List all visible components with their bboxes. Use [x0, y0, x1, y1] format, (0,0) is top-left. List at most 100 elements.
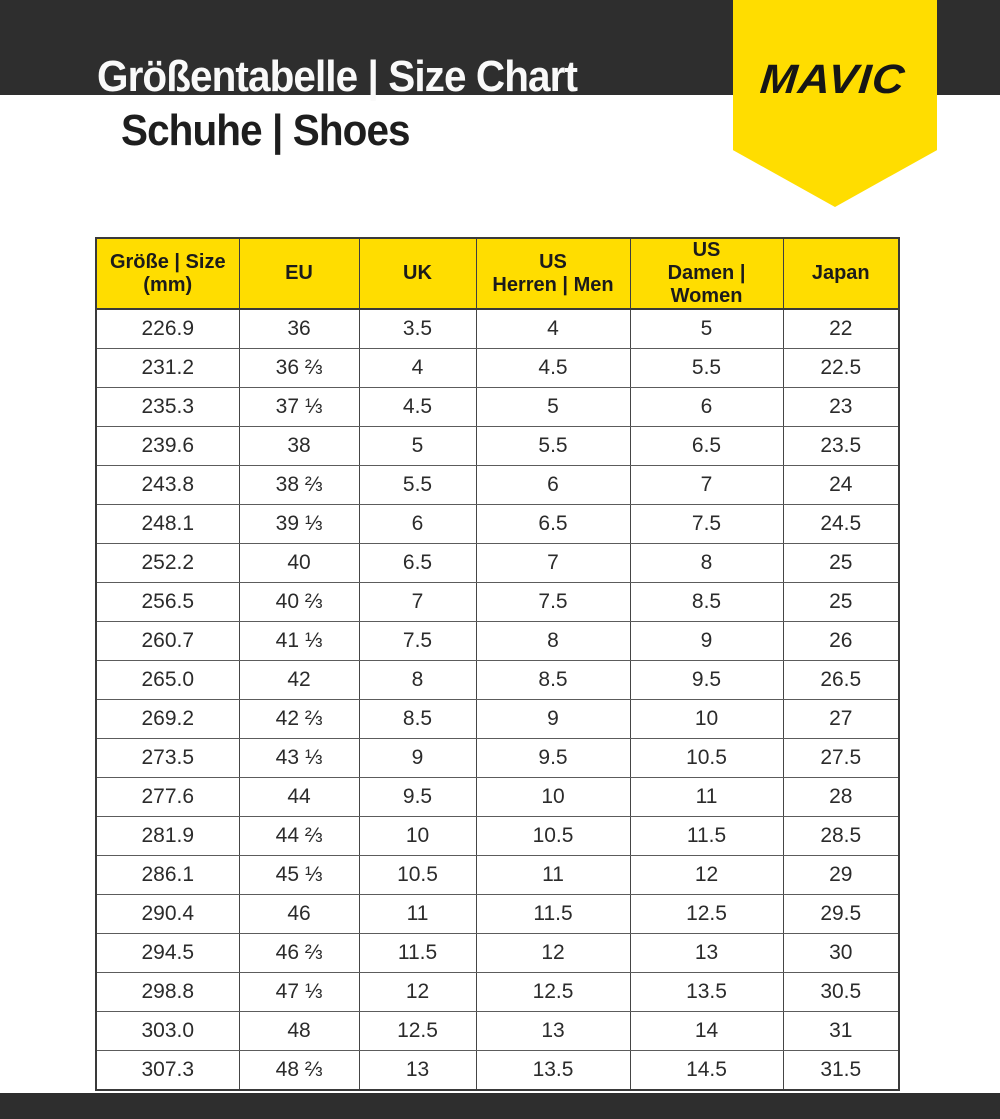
cell-eu: 40 — [238, 543, 360, 583]
cell-us-women: 10 — [629, 699, 784, 739]
cell-mm: 252.2 — [95, 543, 240, 583]
cell-us-women: 14.5 — [629, 1050, 784, 1091]
cell-eu: 42 — [238, 660, 360, 700]
column-header-sublabel: (mm) — [143, 273, 193, 296]
table-row: 303.0 48 12.5 13 14 31 — [95, 1011, 900, 1051]
cell-japan: 29 — [782, 855, 900, 895]
cell-japan: 30.5 — [782, 972, 900, 1012]
cell-japan: 27.5 — [782, 738, 900, 778]
cell-us-women: 5.5 — [629, 348, 784, 388]
column-header-eu: EU — [238, 238, 360, 310]
cell-us-women: 7 — [629, 465, 784, 505]
cell-uk: 6 — [358, 504, 477, 544]
cell-japan: 26.5 — [782, 660, 900, 700]
cell-japan: 28 — [782, 777, 900, 817]
table-row: 260.7 41 ⅓ 7.5 8 9 26 — [95, 621, 900, 661]
cell-eu: 43 ⅓ — [238, 738, 360, 778]
cell-japan: 24.5 — [782, 504, 900, 544]
cell-mm: 273.5 — [95, 738, 240, 778]
cell-eu: 44 — [238, 777, 360, 817]
cell-japan: 23 — [782, 387, 900, 427]
cell-mm: 226.9 — [95, 308, 240, 349]
column-header-label: Japan — [811, 262, 870, 284]
cell-eu: 40 ⅔ — [238, 582, 360, 622]
cell-us-men: 11.5 — [475, 894, 631, 934]
cell-japan: 26 — [782, 621, 900, 661]
cell-us-men: 4 — [475, 308, 631, 349]
page-subtitle: Schuhe | Shoes — [121, 106, 411, 155]
table-row: 235.3 37 ⅓ 4.5 5 6 23 — [95, 387, 900, 427]
cell-us-men: 6 — [475, 465, 631, 505]
brand-ribbon: MAVIC — [733, 0, 937, 207]
footer-bar — [0, 1093, 1000, 1119]
cell-uk: 8.5 — [358, 699, 477, 739]
column-header-japan: Japan — [782, 238, 900, 310]
cell-mm: 290.4 — [95, 894, 240, 934]
cell-japan: 30 — [782, 933, 900, 973]
table-row: 239.6 38 5 5.5 6.5 23.5 — [95, 426, 900, 466]
cell-japan: 31 — [782, 1011, 900, 1051]
table-row: 294.5 46 ⅔ 11.5 12 13 30 — [95, 933, 900, 973]
cell-uk: 6.5 — [358, 543, 477, 583]
table-row: 307.3 48 ⅔ 13 13.5 14.5 31.5 — [95, 1050, 900, 1091]
cell-us-women: 10.5 — [629, 738, 784, 778]
cell-uk: 10 — [358, 816, 477, 856]
cell-japan: 22.5 — [782, 348, 900, 388]
cell-mm: 256.5 — [95, 582, 240, 622]
cell-us-men: 9.5 — [475, 738, 631, 778]
cell-uk: 7 — [358, 582, 477, 622]
table-row: 290.4 46 11 11.5 12.5 29.5 — [95, 894, 900, 934]
cell-us-women: 5 — [629, 308, 784, 349]
cell-uk: 5 — [358, 426, 477, 466]
cell-us-men: 13.5 — [475, 1050, 631, 1091]
cell-uk: 4.5 — [358, 387, 477, 427]
cell-uk: 11 — [358, 894, 477, 934]
size-table: Größe | Size (mm) EU UK US Herren | Men … — [95, 237, 900, 1091]
cell-uk: 10.5 — [358, 855, 477, 895]
cell-us-men: 8.5 — [475, 660, 631, 700]
cell-mm: 235.3 — [95, 387, 240, 427]
table-row: 269.2 42 ⅔ 8.5 9 10 27 — [95, 699, 900, 739]
cell-mm: 281.9 — [95, 816, 240, 856]
cell-us-women: 6 — [629, 387, 784, 427]
cell-mm: 307.3 — [95, 1050, 240, 1091]
table-row: 265.0 42 8 8.5 9.5 26.5 — [95, 660, 900, 700]
cell-us-women: 14 — [629, 1011, 784, 1051]
cell-us-women: 9 — [629, 621, 784, 661]
table-row: 252.2 40 6.5 7 8 25 — [95, 543, 900, 583]
table-row: 277.6 44 9.5 10 11 28 — [95, 777, 900, 817]
cell-us-women: 12.5 — [629, 894, 784, 934]
cell-japan: 25 — [782, 543, 900, 583]
cell-eu: 37 ⅓ — [238, 387, 360, 427]
cell-mm: 294.5 — [95, 933, 240, 973]
cell-us-men: 10.5 — [475, 816, 631, 856]
cell-uk: 7.5 — [358, 621, 477, 661]
cell-japan: 22 — [782, 308, 900, 349]
table-row: 226.9 36 3.5 4 5 22 — [95, 308, 900, 349]
page-title: Größentabelle | Size Chart — [97, 52, 578, 101]
cell-eu: 39 ⅓ — [238, 504, 360, 544]
cell-eu: 48 ⅔ — [238, 1050, 360, 1091]
cell-eu: 41 ⅓ — [238, 621, 360, 661]
column-header-us-women: US Damen | Women — [629, 238, 784, 310]
cell-mm: 269.2 — [95, 699, 240, 739]
cell-eu: 46 ⅔ — [238, 933, 360, 973]
cell-eu: 46 — [238, 894, 360, 934]
cell-eu: 38 — [238, 426, 360, 466]
cell-japan: 28.5 — [782, 816, 900, 856]
cell-mm: 265.0 — [95, 660, 240, 700]
cell-mm: 277.6 — [95, 777, 240, 817]
table-row: 298.8 47 ⅓ 12 12.5 13.5 30.5 — [95, 972, 900, 1012]
cell-us-men: 5.5 — [475, 426, 631, 466]
cell-us-men: 12.5 — [475, 972, 631, 1012]
cell-us-men: 4.5 — [475, 348, 631, 388]
cell-us-men: 7 — [475, 543, 631, 583]
column-header-uk: UK — [358, 238, 477, 310]
cell-us-men: 12 — [475, 933, 631, 973]
table-row: 273.5 43 ⅓ 9 9.5 10.5 27.5 — [95, 738, 900, 778]
cell-us-women: 7.5 — [629, 504, 784, 544]
table-row: 243.8 38 ⅔ 5.5 6 7 24 — [95, 465, 900, 505]
cell-us-women: 11.5 — [629, 816, 784, 856]
cell-mm: 298.8 — [95, 972, 240, 1012]
column-header-sublabel: Damen | Women — [667, 262, 746, 307]
